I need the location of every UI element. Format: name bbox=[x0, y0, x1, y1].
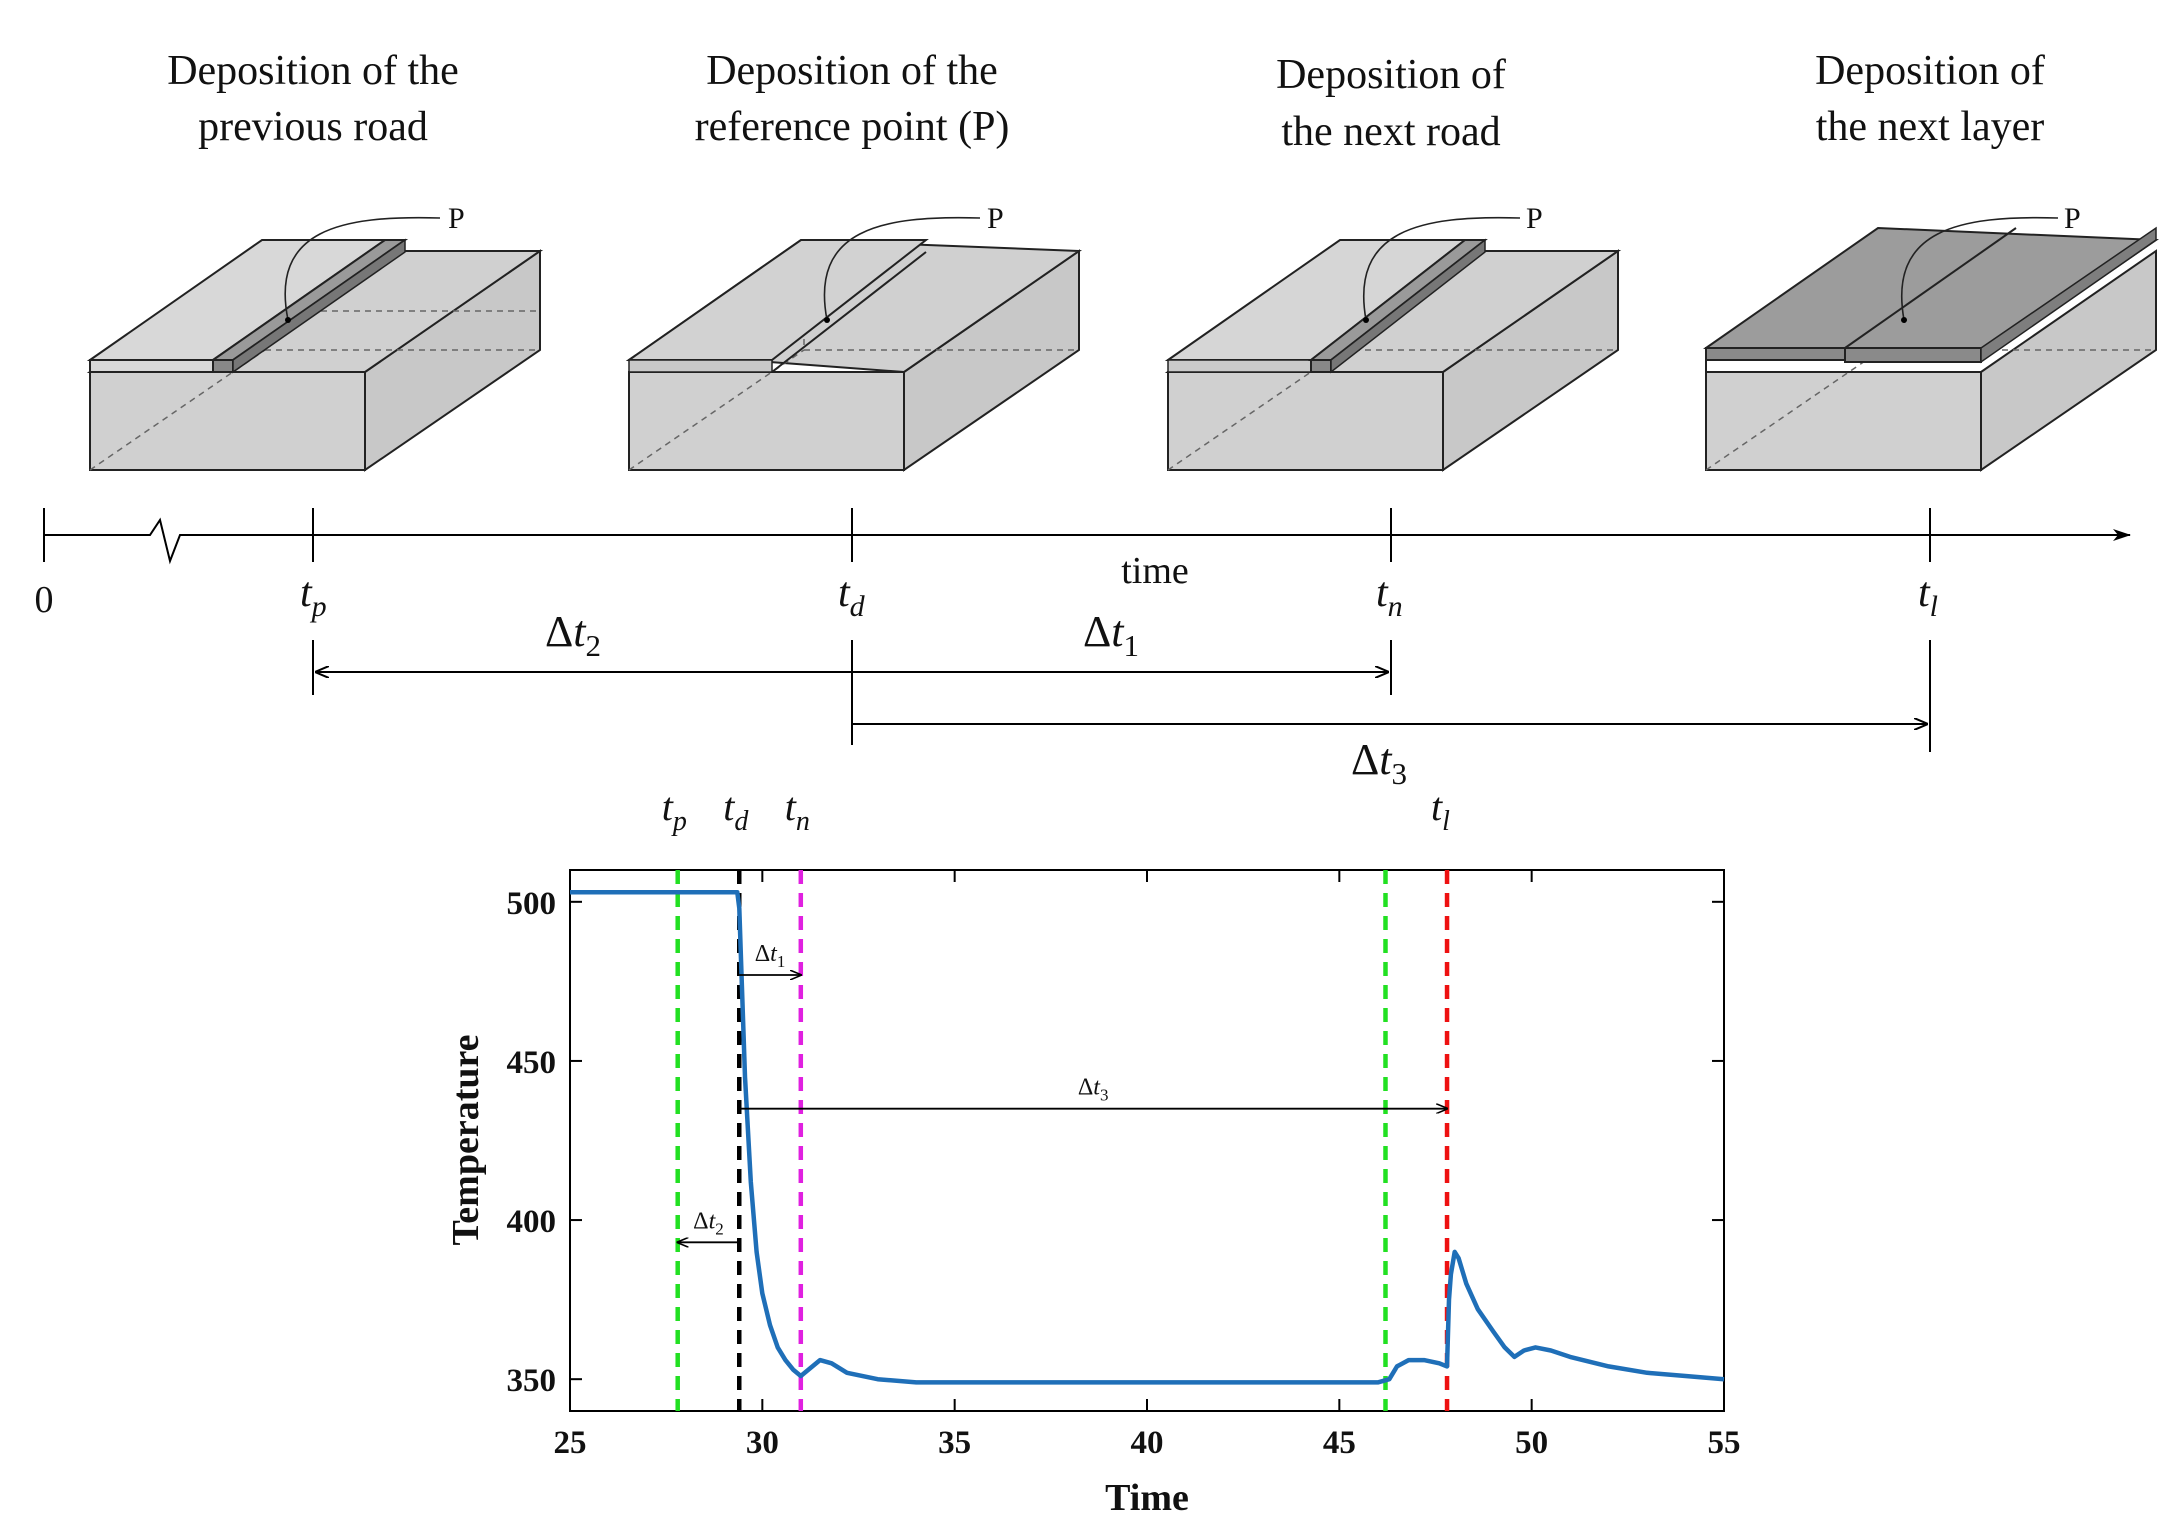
stage-2-line-1: Deposition of the bbox=[706, 48, 998, 94]
chart-annotations: Δt1 Δt3 Δt2 bbox=[678, 941, 1447, 1242]
x-tick-label: 30 bbox=[746, 1425, 779, 1461]
tick-label-td: td bbox=[838, 570, 866, 623]
x-tick-label: 45 bbox=[1323, 1425, 1356, 1461]
marker-p-3: P bbox=[1526, 202, 1543, 235]
tick-label-tl: tl bbox=[1918, 570, 1938, 623]
time-axis-label: time bbox=[1121, 550, 1189, 592]
dt2-label: Δt2 bbox=[545, 607, 601, 663]
y-tick-label: 500 bbox=[507, 886, 557, 922]
tick-label-tn: tn bbox=[1376, 570, 1403, 623]
stage-3-line-1: Deposition of bbox=[1276, 52, 1506, 98]
block-reference-point: P bbox=[625, 202, 1083, 472]
stage-caption-3: Deposition of the next road bbox=[1276, 52, 1506, 155]
origin-label: 0 bbox=[35, 579, 54, 621]
stage-caption-1: Deposition of the previous road bbox=[167, 48, 459, 150]
timeline: 0 time tp td tn tl Δt2 Δt1 Δt3 bbox=[35, 508, 2131, 791]
vline-label: tn bbox=[785, 784, 810, 837]
x-axis-label: Time bbox=[1105, 1477, 1189, 1519]
stage-1-line-2: previous road bbox=[198, 104, 428, 150]
vline-label: td bbox=[723, 784, 749, 837]
stage-3-line-2: the next road bbox=[1281, 109, 1500, 155]
stage-caption-2: Deposition of the reference point (P) bbox=[695, 48, 1010, 150]
y-axis-label: Temperature bbox=[445, 1034, 487, 1245]
block-previous-road: P bbox=[86, 202, 544, 472]
time-axis bbox=[44, 517, 2131, 565]
vline-label: tp bbox=[662, 784, 687, 837]
chart-ticks: 25 30 35 40 45 50 55 350 400 450 500 bbox=[507, 870, 1741, 1461]
stage-caption-4: Deposition of the next layer bbox=[1815, 48, 2045, 150]
x-tick-label: 55 bbox=[1708, 1425, 1741, 1461]
annotation-label: Δt1 bbox=[755, 941, 786, 971]
stage-4-line-1: Deposition of bbox=[1815, 48, 2045, 94]
x-tick-label: 40 bbox=[1131, 1425, 1164, 1461]
x-tick-label: 35 bbox=[938, 1425, 971, 1461]
block-next-road: P bbox=[1164, 202, 1622, 472]
annotation-label: Δt3 bbox=[1078, 1075, 1109, 1105]
x-tick-label: 50 bbox=[1515, 1425, 1548, 1461]
dt3-label: Δt3 bbox=[1351, 735, 1407, 791]
block-next-layer: P bbox=[1703, 202, 2160, 472]
marker-p-2: P bbox=[987, 202, 1004, 235]
x-tick-label: 25 bbox=[554, 1425, 587, 1461]
stage-1-line-1: Deposition of the bbox=[167, 48, 459, 94]
y-tick-label: 450 bbox=[507, 1045, 557, 1081]
plot-frame bbox=[569, 869, 1725, 1412]
tick-label-tp: tp bbox=[300, 570, 327, 623]
y-tick-label: 400 bbox=[507, 1204, 557, 1240]
marker-p-1: P bbox=[448, 202, 465, 235]
stage-2-line-2: reference point (P) bbox=[695, 104, 1010, 150]
marker-p-4: P bbox=[2064, 202, 2081, 235]
dt1-label: Δt1 bbox=[1083, 607, 1139, 663]
stage-4-line-2: the next layer bbox=[1816, 104, 2045, 150]
annotation-label: Δt2 bbox=[693, 1208, 724, 1238]
y-tick-label: 350 bbox=[507, 1363, 557, 1399]
temperature-curve bbox=[570, 890, 1725, 1385]
vline-label: tl bbox=[1431, 784, 1450, 837]
